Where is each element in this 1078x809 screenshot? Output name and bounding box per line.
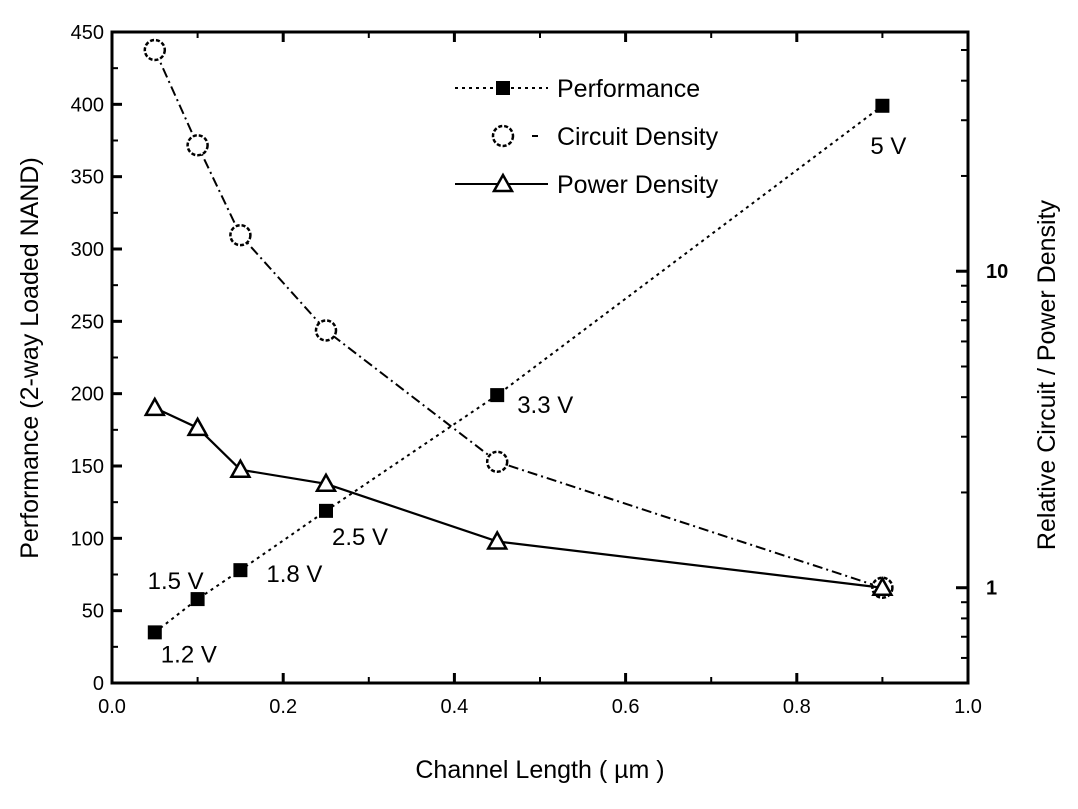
x-tick-label: 0.4	[440, 696, 468, 718]
legend-label-performance: Performance	[557, 75, 700, 103]
voltage-label: 1.2 V	[161, 641, 217, 668]
y-tick-label: 50	[82, 601, 104, 623]
legend-marker-performance	[496, 81, 510, 95]
performance-point	[190, 592, 205, 607]
x-tick-label: 1.0	[954, 696, 982, 718]
legend-marker-power-density	[491, 172, 515, 193]
y-tick-label: 200	[71, 384, 104, 406]
legend-label-power-density: Power Density	[557, 171, 719, 199]
x-tick-label: 0.8	[783, 696, 811, 718]
y-tick-label: 250	[71, 311, 104, 333]
y-tick-label: 0	[93, 673, 104, 695]
circuit-density-point	[314, 319, 338, 342]
y-tick-label: 300	[71, 239, 104, 261]
y-tick-label: 400	[71, 94, 104, 116]
circuit-density-point	[143, 38, 167, 62]
legend: Performance Circuit Density Power Density	[455, 75, 719, 199]
plot-frame	[110, 30, 970, 685]
circuit-density-point	[229, 223, 252, 247]
y2-tick-label: 10	[986, 261, 1008, 283]
x-tick-label: 0.6	[612, 696, 640, 718]
y-tick-label: 100	[71, 528, 104, 550]
x-axis-label: Channel Length ( µm )	[415, 756, 664, 784]
y2-axis-label: Relative Circuit / Power Density	[1033, 199, 1061, 550]
power-density-point	[143, 396, 166, 417]
power-density-point	[229, 458, 252, 478]
performance-point	[233, 563, 248, 578]
power-density-point	[486, 529, 509, 550]
performance-point	[319, 503, 333, 518]
power-density-point	[314, 472, 338, 493]
voltage-label: 3.3 V	[517, 392, 573, 419]
series-layer: 1.2 V 1.5 V 1.8 V 2.5 V 3.3 V 5 V	[143, 38, 906, 668]
voltage-label: 2.5 V	[332, 524, 388, 551]
performance-point	[875, 98, 890, 113]
axes: 0.0 0.2 0.4 0.6 0.8 1.0 0 50 100 150 200 250 300 350 4…	[71, 22, 1009, 718]
performance-point	[490, 388, 505, 403]
y-axis-label: Performance (2-way Loaded NAND)	[16, 157, 44, 559]
y-tick-label: 450	[71, 22, 104, 44]
legend-label-circuit-density: Circuit Density	[557, 123, 719, 151]
power-density-point	[186, 416, 209, 437]
x-tick-label: 0.2	[269, 696, 297, 718]
voltage-label: 1.8 V	[266, 561, 322, 588]
power-density-point	[871, 576, 894, 596]
voltage-label: 1.5 V	[148, 568, 204, 595]
circuit-density-point	[186, 134, 209, 157]
y2-tick-label: 1	[986, 578, 997, 600]
x-tick-label: 0.0	[98, 696, 126, 718]
performance-point	[147, 625, 162, 640]
y-tick-label: 150	[71, 456, 104, 478]
power-density-line	[154, 406, 883, 589]
circuit-density-point	[485, 450, 509, 474]
circuit-density-line	[153, 49, 883, 589]
voltage-label: 5 V	[870, 133, 906, 160]
legend-marker-circuit-density	[491, 124, 515, 148]
y-tick-label: 350	[71, 167, 104, 189]
